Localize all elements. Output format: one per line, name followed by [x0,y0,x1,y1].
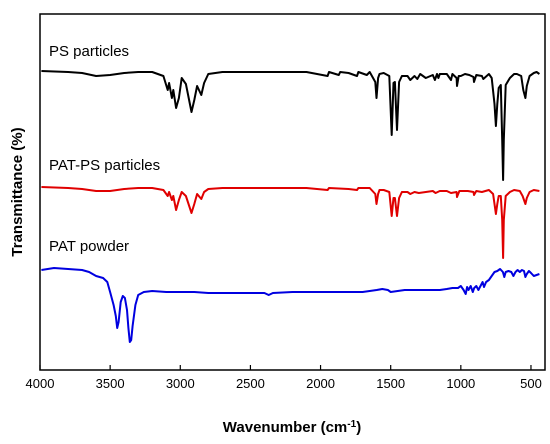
plot-frame [39,13,546,371]
series-line-pat-powder [41,267,540,343]
series-label-ps-particles: PS particles [49,43,129,60]
x-axis-title: Wavenumber (cm-1) [223,419,361,437]
x-axis-ticks: 4000 3500 3000 2500 2000 1500 1000 500 [26,365,542,391]
series-line-pat-ps-particles [41,186,540,259]
x-tick-label: 4000 [26,376,55,391]
x-tick-label: 1500 [376,376,405,391]
x-tick-label: 1000 [446,376,475,391]
x-tick-label: 500 [520,376,542,391]
x-tick-label: 2500 [236,376,265,391]
series-layer [41,70,540,343]
x-tick-label: 3500 [96,376,125,391]
series-label-pat-powder: PAT powder [49,238,129,255]
x-tick-label: 2000 [306,376,335,391]
x-tick-label: 3000 [166,376,195,391]
y-axis-title: Transmittance (%) [9,127,26,256]
series-line-ps-particles [41,70,540,181]
series-label-pat-ps-particles: PAT-PS particles [49,157,160,174]
